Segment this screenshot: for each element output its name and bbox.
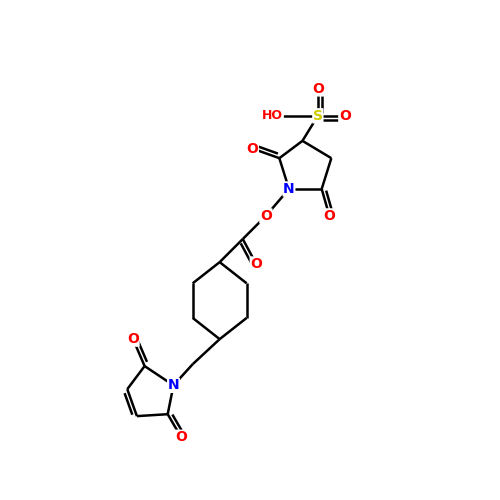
Text: O: O — [175, 430, 187, 444]
Text: O: O — [127, 332, 139, 346]
Text: O: O — [339, 109, 350, 123]
Text: N: N — [168, 378, 179, 392]
Text: O: O — [260, 209, 272, 223]
Text: O: O — [250, 257, 262, 271]
Text: O: O — [246, 142, 258, 156]
Text: S: S — [313, 109, 323, 123]
Text: O: O — [312, 82, 324, 96]
Text: N: N — [283, 182, 295, 196]
Text: HO: HO — [262, 110, 283, 122]
Text: O: O — [324, 209, 336, 223]
